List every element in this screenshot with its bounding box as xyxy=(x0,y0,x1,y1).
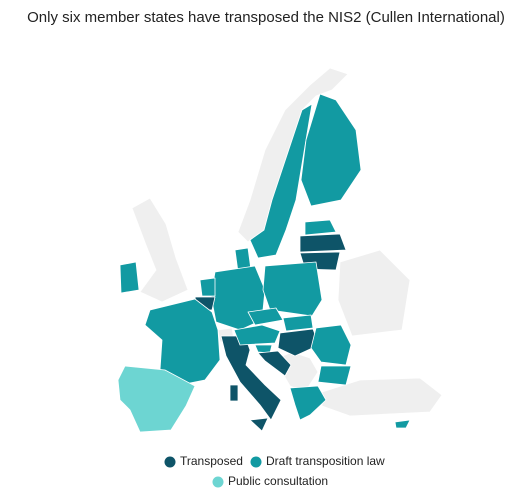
country xyxy=(310,324,352,366)
country xyxy=(282,314,314,332)
country xyxy=(144,298,221,387)
country xyxy=(300,93,362,207)
country xyxy=(304,219,337,236)
legend: Transposed Draft transposition law Public … xyxy=(164,454,385,488)
legend-label: Draft transposition law xyxy=(266,454,385,468)
country xyxy=(220,335,282,421)
country xyxy=(199,277,216,297)
land xyxy=(321,377,443,417)
legend-swatch xyxy=(212,476,224,488)
land xyxy=(131,197,189,303)
country xyxy=(394,419,411,429)
legend-label: Public consultation xyxy=(228,474,328,488)
map xyxy=(117,67,443,433)
legend-swatch xyxy=(250,456,262,468)
title: Only six member states have transposed t… xyxy=(27,9,505,26)
country xyxy=(299,233,347,253)
country xyxy=(257,350,292,377)
legend-label: Transposed xyxy=(180,454,243,468)
legend-swatch xyxy=(164,456,176,468)
country xyxy=(289,385,327,421)
country xyxy=(249,103,313,259)
country xyxy=(317,365,352,386)
land xyxy=(337,249,411,337)
country xyxy=(247,307,284,326)
country xyxy=(229,384,239,402)
country xyxy=(262,261,323,317)
country xyxy=(277,328,320,357)
country xyxy=(117,365,196,433)
country xyxy=(249,417,269,432)
country xyxy=(233,324,281,346)
country xyxy=(119,261,140,294)
